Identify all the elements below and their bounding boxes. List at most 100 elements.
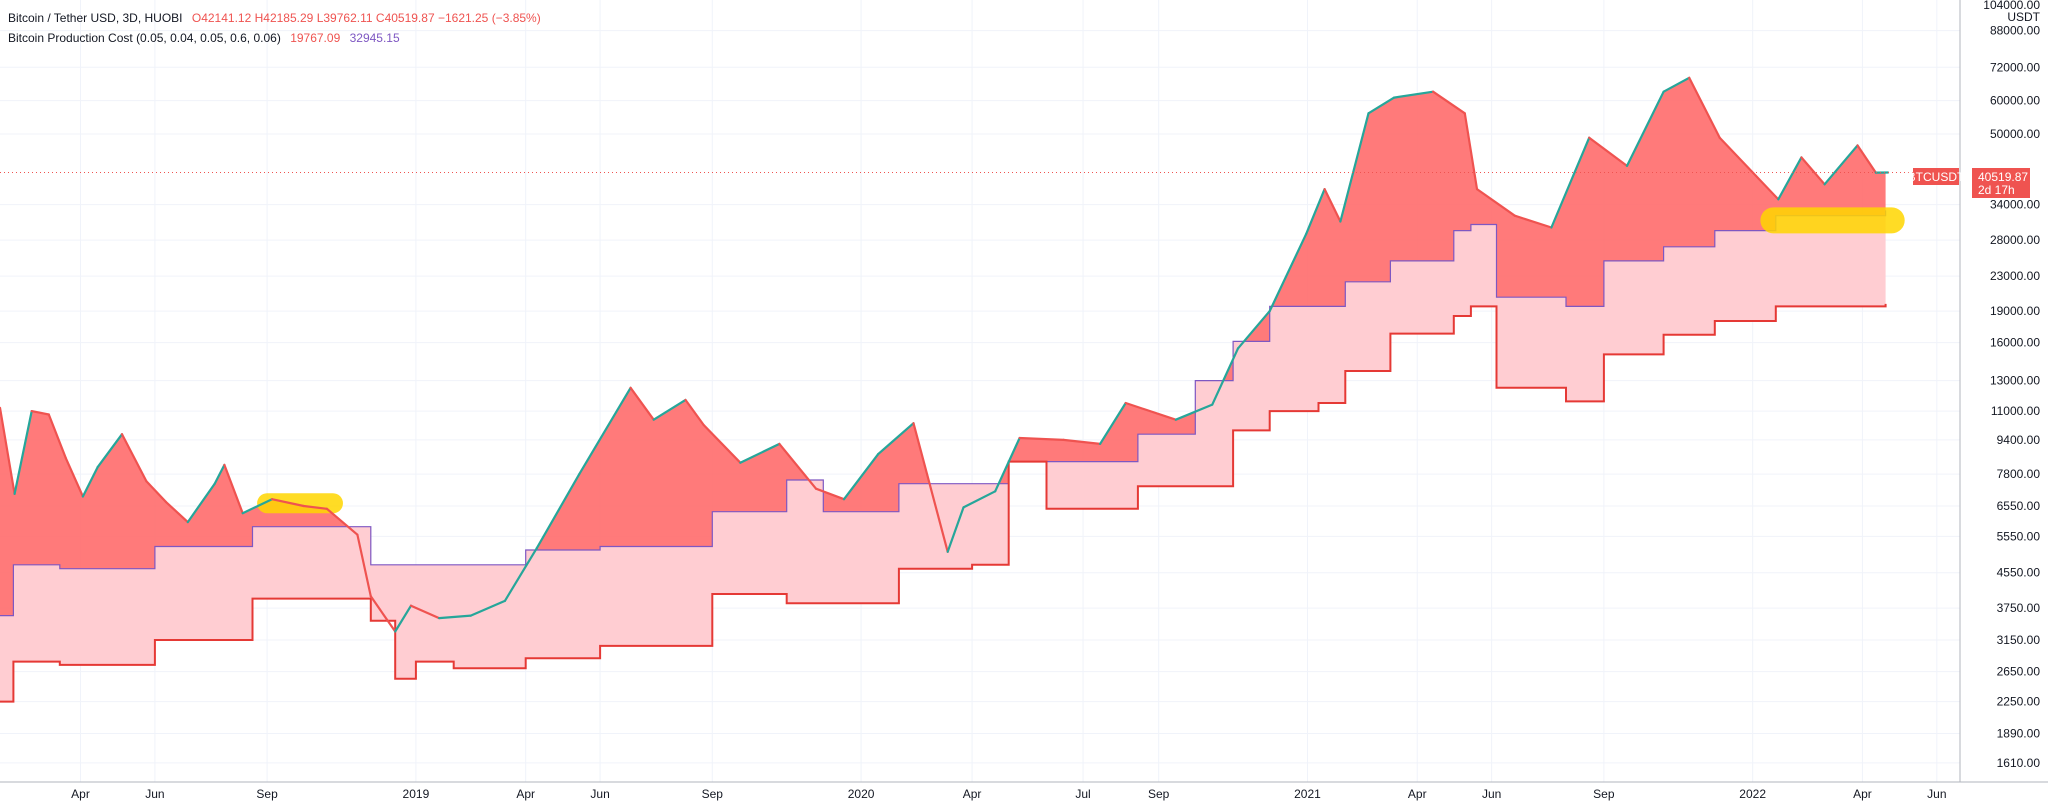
price-segment [1098, 401, 1127, 445]
price-segment [962, 490, 997, 509]
change-value: −1621.25 (−3.85%) [437, 11, 541, 25]
price-segment [223, 463, 244, 515]
time-tick-label: Apr [516, 787, 535, 801]
price-segment [409, 604, 441, 620]
price-segment [1513, 214, 1553, 229]
last-price-value: 40519.87 [1978, 170, 2028, 184]
time-tick-label: 2020 [848, 787, 875, 801]
highlight-marks [257, 207, 1905, 514]
price-segment [325, 507, 359, 536]
price-segment [1588, 136, 1629, 167]
price-tick-label: 88000.00 [1990, 24, 2040, 38]
price-tick-label: 3750.00 [1997, 601, 2041, 615]
price-segment [1856, 144, 1877, 174]
time-tick-label: Jun [1482, 787, 1501, 801]
lower-band-line [0, 303, 1887, 703]
price-segment [96, 433, 124, 469]
legend: Bitcoin / Tether USD, 3D, HUOBI O42141.1… [8, 8, 541, 48]
price-tick-label: 2650.00 [1997, 665, 2041, 679]
price-segment [1475, 188, 1516, 217]
bar-countdown: 2d 17h [1978, 183, 2015, 197]
price-segment [1823, 144, 1859, 186]
price-segment [1625, 90, 1665, 167]
price-segment [0, 406, 16, 495]
indicator-legend-row[interactable]: Bitcoin Production Cost (0.05, 0.04, 0.0… [8, 28, 541, 48]
price-segment [270, 498, 305, 508]
time-tick-label: Apr [1408, 787, 1427, 801]
high-label: H [254, 11, 264, 25]
price-tick-label: 13000.00 [1990, 374, 2040, 388]
price-segment [1124, 401, 1177, 421]
close-value: 40519.87 [384, 11, 435, 25]
price-segment [120, 433, 148, 483]
price-segment [1018, 436, 1065, 441]
time-tick-label: Jun [145, 787, 164, 801]
price-segment [1305, 188, 1326, 235]
price-segment [469, 599, 506, 617]
price-segment [369, 595, 397, 633]
time-tick-label: Sep [1148, 787, 1170, 801]
symbol-title: Bitcoin / Tether USD, 3D, HUOBI [8, 11, 183, 25]
symbol-legend-row[interactable]: Bitcoin / Tether USD, 3D, HUOBI O42141.1… [8, 8, 541, 28]
price-segment [702, 423, 742, 464]
price-segment [1211, 347, 1240, 406]
price-segment [994, 436, 1021, 493]
low-label: L [316, 11, 324, 25]
price-tick-label: 1610.00 [1997, 756, 2041, 770]
time-tick-label: 2021 [1294, 787, 1321, 801]
ohlc-values: O42141.12 H42185.29 L39762.11 C40519.87 … [192, 11, 541, 25]
price-segment [1236, 310, 1271, 350]
low-value: 39762.11 [323, 11, 373, 25]
production-cost-band [0, 77, 1887, 703]
indicator-lower-value: 19767.09 [290, 31, 341, 45]
price-tick-label: 1890.00 [1997, 726, 2041, 740]
price-tick-label: 16000.00 [1990, 336, 2040, 350]
price-segment [1174, 403, 1214, 421]
price-tick-label: 3150.00 [1997, 633, 2041, 647]
price-segment [578, 386, 632, 476]
price-segment [438, 614, 472, 620]
price-tick-label: 34000.00 [1990, 198, 2040, 212]
price-segment [814, 487, 846, 501]
high-value: 42185.29 [263, 11, 314, 25]
time-tick-label: Jun [1927, 787, 1946, 801]
price-segment [186, 482, 216, 524]
price-tick-label: 6550.00 [1997, 499, 2041, 513]
price-tick-label: 5550.00 [1997, 529, 2041, 543]
price-segment [629, 386, 655, 421]
price-segment [1367, 96, 1396, 115]
price-segment [842, 453, 880, 501]
price-segment [356, 533, 372, 598]
price-segment [394, 604, 413, 633]
price-segment [652, 398, 687, 421]
price-segment [241, 498, 274, 515]
price-axis-top-label: 104000.00 [1983, 0, 2040, 12]
time-tick-label: 2019 [403, 787, 430, 801]
open-value: 42141.12 [201, 11, 252, 25]
price-tick-label: 4550.00 [1997, 566, 2041, 580]
time-tick-label: Jul [1075, 787, 1090, 801]
time-tick-label: Apr [71, 787, 90, 801]
price-segment [535, 473, 581, 550]
price-segment [1268, 232, 1308, 313]
price-segment [684, 398, 705, 427]
price-segment [1550, 136, 1591, 229]
open-label: O [191, 11, 202, 25]
price-segment [64, 457, 85, 498]
price-segment [213, 463, 226, 485]
price-tick-label: 60000.00 [1990, 94, 2040, 108]
time-tick-label: Jun [590, 787, 609, 801]
indicator-title: Bitcoin Production Cost (0.05, 0.04, 0.0… [8, 31, 281, 45]
price-tick-label: 23000.00 [1990, 269, 2040, 283]
indicator-upper-value: 32945.15 [349, 31, 400, 45]
price-segment [1718, 136, 1780, 201]
price-segment [739, 442, 781, 464]
price-tick-label: 28000.00 [1990, 233, 2040, 247]
price-tick-label: 50000.00 [1990, 127, 2040, 141]
price-tick-label: 72000.00 [1990, 60, 2040, 74]
price-segment [778, 442, 818, 490]
price-segment [912, 422, 949, 553]
time-tick-label: Sep [702, 787, 724, 801]
